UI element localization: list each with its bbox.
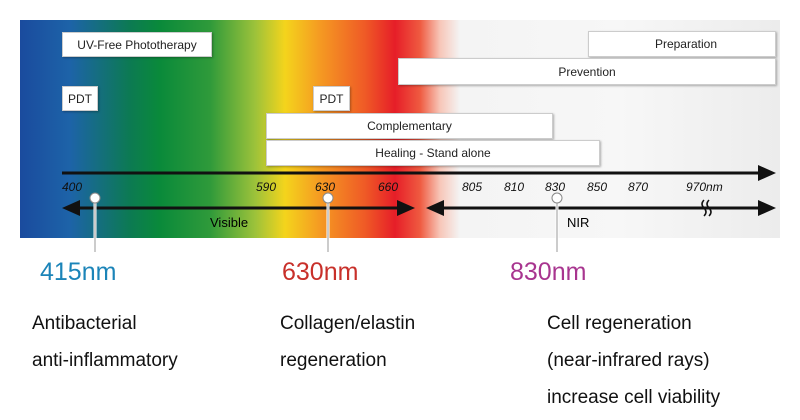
tick-label: 400	[62, 180, 83, 194]
axis-arrowhead	[758, 165, 776, 181]
description-830: Cell regeneration (near-infrared rays) i…	[547, 305, 720, 416]
tick-label: 810	[504, 180, 525, 194]
pdt-box-400: PDT	[62, 86, 98, 111]
marker-830	[551, 192, 563, 204]
description-line: regeneration	[280, 350, 387, 371]
description-line: (near-infrared rays)	[547, 350, 710, 371]
wavelength-830-label: 830nm	[510, 258, 587, 286]
description-415: Antibacterial anti-inflammatory	[32, 305, 178, 379]
visible-label: Visible	[210, 215, 249, 230]
tick-label: 970nm	[686, 180, 723, 194]
description-line: Collagen/elastin	[280, 313, 416, 334]
tick-label: 850	[587, 180, 608, 194]
tick-label: 590	[256, 180, 277, 194]
description-line: Antibacterial	[32, 313, 137, 334]
description-line: anti-inflammatory	[32, 350, 178, 371]
prevention-box: Prevention	[398, 58, 776, 85]
uv-free-phototherapy-box: UV-Free Phototherapy	[62, 32, 212, 57]
healing-box: Healing - Stand alone	[266, 140, 600, 166]
description-line: Cell regeneration	[547, 313, 692, 334]
preparation-box: Preparation	[588, 31, 776, 57]
complementary-box: Complementary	[266, 113, 553, 139]
description-630: Collagen/elastin regeneration	[280, 305, 415, 379]
tick-label: 805	[462, 180, 483, 194]
description-line: increase cell viability	[547, 387, 721, 408]
marker-415	[89, 192, 101, 204]
tick-label: 830	[545, 180, 566, 194]
wavelength-415-label: 415nm	[40, 258, 117, 286]
wavelength-630-label: 630nm	[282, 258, 359, 286]
tick-label: 660	[378, 180, 399, 194]
tick-label: 630	[315, 180, 336, 194]
axis-break-icon	[701, 199, 712, 217]
nir-label: NIR	[567, 215, 590, 230]
marker-630	[322, 192, 334, 204]
pdt-box-630: PDT	[313, 86, 350, 111]
tick-label: 870	[628, 180, 649, 194]
